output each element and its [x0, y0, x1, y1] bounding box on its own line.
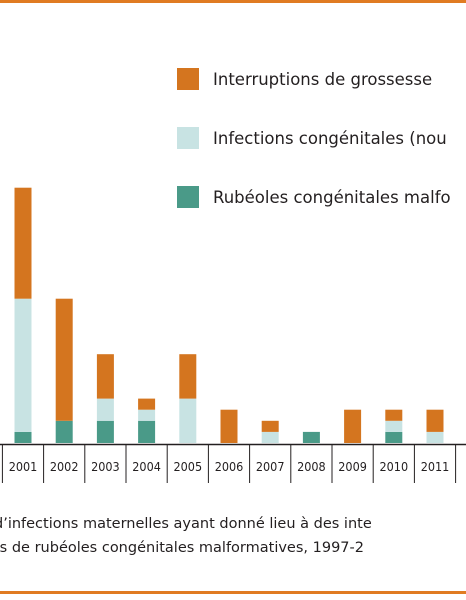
- x-tick-label-2008: 2008: [297, 459, 326, 474]
- top-rule: [0, 0, 466, 3]
- caption-line-1: d’infections maternelles ayant donné lie…: [0, 516, 372, 532]
- bar-rubeoles-2001: [14, 431, 32, 443]
- bar-interruptions-2004: [138, 398, 156, 410]
- bottom-rule: [0, 591, 466, 594]
- x-tick-label-2007: 2007: [256, 459, 285, 474]
- bar-infections-2011: [426, 431, 444, 443]
- bar-interruptions-2009: [344, 409, 362, 443]
- x-tick-label-2010: 2010: [379, 459, 408, 474]
- bar-interruptions-2007: [261, 420, 279, 432]
- x-tick-label-2006: 2006: [215, 459, 244, 474]
- bar-interruptions-2005: [179, 354, 197, 399]
- bar-infections-2003: [96, 398, 114, 421]
- bar-infections-2010: [385, 420, 403, 432]
- bar-rubeoles-2010: [385, 431, 403, 443]
- bar-infections-2004: [138, 409, 156, 421]
- bar-rubeoles-2004: [138, 420, 156, 443]
- x-tick-label-2009: 2009: [338, 459, 367, 474]
- caption-line-2: ts de rubéoles congénitales malformative…: [0, 540, 364, 556]
- bar-rubeoles-2003: [96, 420, 114, 443]
- legend-swatch-rubeoles: [177, 186, 199, 208]
- bar-infections-2007: [261, 431, 279, 443]
- legend-label-rubeoles: Rubéoles congénitales malfo: [213, 188, 451, 207]
- x-tick-label-2004: 2004: [132, 459, 161, 474]
- figure-caption: d’infections maternelles ayant donné lie…: [0, 512, 466, 560]
- legend-label-infections: Infections congénitales (nou: [213, 129, 447, 148]
- bar-interruptions-2006: [220, 409, 238, 443]
- x-axis-tick-labels: 2001 2002 2003 2004 2005 2006 2007 2008 2009 2010…: [9, 459, 450, 474]
- bar-interruptions-2001: [14, 187, 32, 299]
- x-tick-label-2001: 2001: [9, 459, 38, 474]
- bar-interruptions-2003: [96, 354, 114, 399]
- x-tick-label-2005: 2005: [173, 459, 202, 474]
- bar-interruptions-2010: [385, 409, 403, 421]
- bar-rubeoles-2008: [302, 431, 320, 443]
- bar-interruptions-2002: [55, 298, 73, 421]
- bars-group: [14, 187, 444, 443]
- bar-infections-2005: [179, 398, 197, 443]
- legend-swatch-infections: [177, 127, 199, 149]
- x-tick-label-2003: 2003: [91, 459, 120, 474]
- x-tick-label-2002: 2002: [50, 459, 79, 474]
- bar-interruptions-2011: [426, 409, 444, 432]
- bar-rubeoles-2002: [55, 420, 73, 443]
- bar-infections-2001: [14, 298, 32, 432]
- x-axis-ticks: [1, 445, 457, 483]
- legend-label-interruptions: Interruptions de grossesse: [213, 70, 432, 89]
- chart-legend: Interruptions de grossesse Infections co…: [177, 68, 451, 208]
- legend-swatch-interruptions: [177, 68, 199, 90]
- x-tick-label-2011: 2011: [421, 459, 450, 474]
